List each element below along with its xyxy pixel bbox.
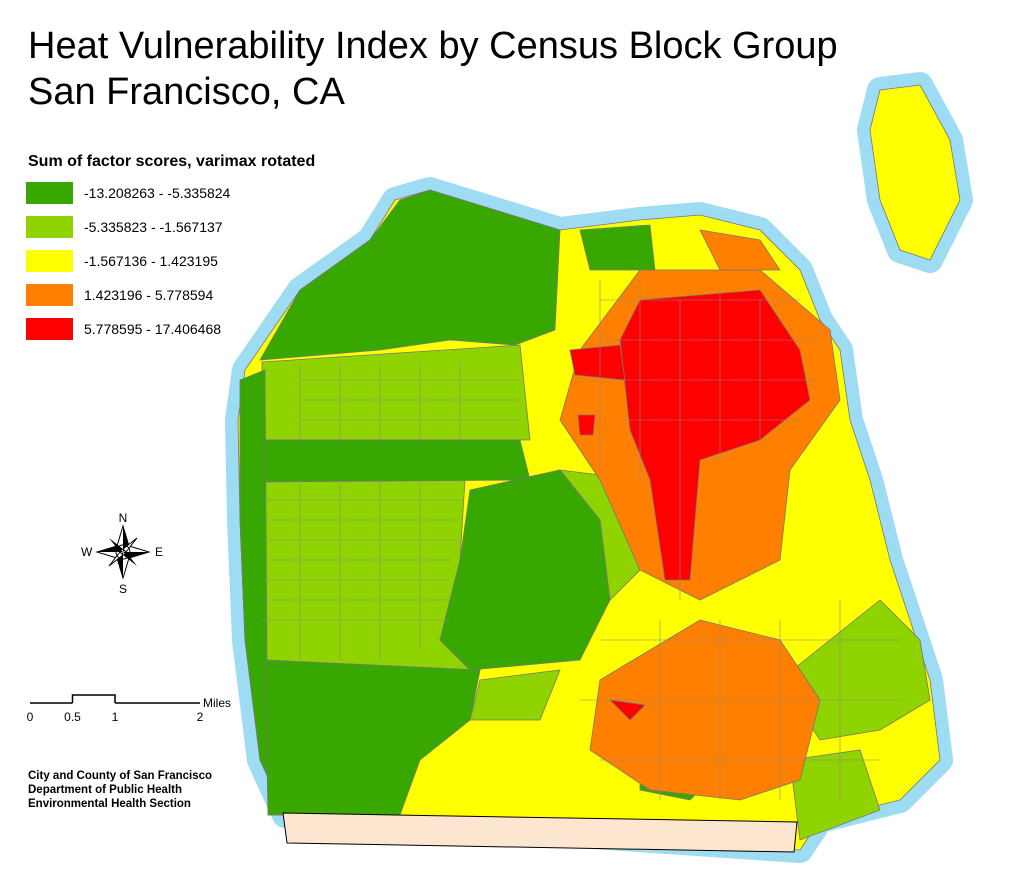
legend-swatch [26,216,73,238]
scale-label: 0.5 [64,710,81,724]
legend-label: -5.335823 - -1.567137 [84,219,223,235]
compass: N S E W [81,511,163,596]
compass-w: W [81,545,93,559]
legend-swatch [26,284,73,306]
legend-swatch [26,182,73,204]
credits: City and County of San Francisco Departme… [28,770,212,810]
block-groups [237,84,961,851]
scale-label: 1 [112,710,119,724]
compass-s: S [119,582,127,596]
legend-label: 1.423196 - 5.778594 [84,287,213,303]
legend-title: Sum of factor scores, varimax rotated [28,153,315,170]
legend-label: 5.778595 - 17.406468 [84,321,221,337]
scale-label: 2 [197,710,204,724]
legend-swatch [26,250,73,272]
scale-unit: Miles [203,696,231,710]
credit-line: Department of Public Health [28,784,182,796]
legend: -13.208263 - -5.335824 -5.335823 - -1.567… [26,182,231,340]
credit-line: City and County of San Francisco [28,770,212,782]
title-line: San Francisco, CA [28,71,345,113]
credit-line: Environmental Health Section [28,798,191,810]
title-line: Heat Vulnerability Index by Census Block… [28,25,838,67]
legend-label: -1.567136 - 1.423195 [84,253,218,269]
scale-segment [71,694,116,703]
compass-n: N [119,511,128,525]
legend-swatch [26,318,73,340]
scale-label: 0 [27,710,34,724]
legend-label: -13.208263 - -5.335824 [84,185,231,201]
compass-e: E [155,545,163,559]
boundary-strip [282,812,798,853]
